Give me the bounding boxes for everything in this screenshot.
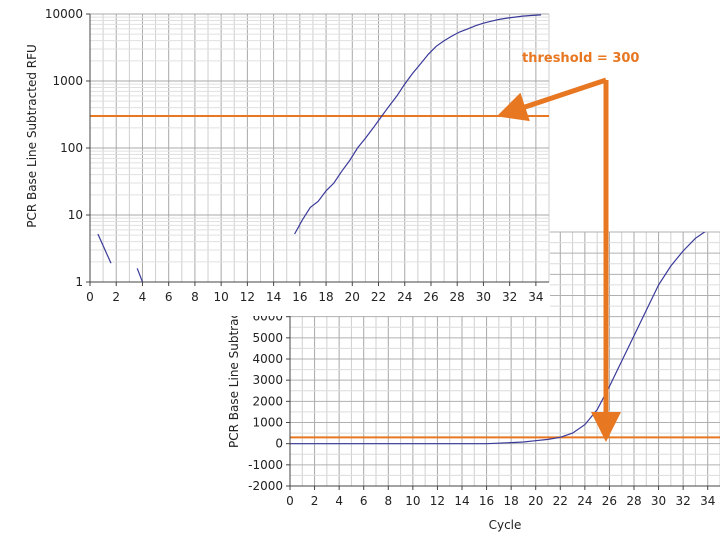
top-series-line <box>136 268 144 283</box>
bot-x-tick-label: 2 <box>311 494 319 508</box>
bot-y-tick-label: 5000 <box>252 331 283 345</box>
bot-x-tick-label: 16 <box>479 494 494 508</box>
bot-x-tick-label: 22 <box>553 494 568 508</box>
bot-y-tick-label: -1000 <box>248 458 283 472</box>
bot-x-tick-label: 6 <box>360 494 368 508</box>
top-x-tick-label: 34 <box>528 290 543 304</box>
threshold-annotation: threshold = 300 <box>496 51 639 442</box>
bot-y-tick-label: 1000 <box>252 416 283 430</box>
top-x-tick-label: 20 <box>345 290 360 304</box>
bot-y-tick-label: 2000 <box>252 394 283 408</box>
bot-x-tick-label: 4 <box>335 494 343 508</box>
top-x-tick-label: 2 <box>112 290 120 304</box>
bot-series-line <box>290 232 706 445</box>
bot-x-tick-label: 34 <box>700 494 715 508</box>
bot-x-tick-label: 12 <box>430 494 445 508</box>
top-y-tick-label: 10000 <box>45 7 83 21</box>
bot-x-tick-label: 32 <box>676 494 691 508</box>
top-x-tick-label: 18 <box>318 290 333 304</box>
bot-x-tick-label: 24 <box>577 494 592 508</box>
bot-x-tick-label: 30 <box>651 494 666 508</box>
bot-y-tick-label: 0 <box>275 437 283 451</box>
top-series-line <box>97 233 112 264</box>
top-x-tick-label: 30 <box>476 290 491 304</box>
top-x-tick-label: 6 <box>165 290 173 304</box>
top-x-tick-label: 4 <box>139 290 147 304</box>
top-x-tick-label: 12 <box>240 290 255 304</box>
top-y-tick-label: 100 <box>60 141 83 155</box>
bot-x-tick-label: 14 <box>454 494 469 508</box>
bot-x-tick-label: 8 <box>384 494 392 508</box>
top-x-tick-label: 16 <box>292 290 307 304</box>
top-y-tick-label: 1 <box>75 275 83 289</box>
top-series-line <box>294 14 542 235</box>
top-y-tick-label: 1000 <box>52 74 83 88</box>
bot-x-tick-label: 10 <box>405 494 420 508</box>
threshold-annotation-label: threshold = 300 <box>522 51 639 66</box>
log-plot-area <box>90 14 549 284</box>
arrow-to-log-threshold <box>496 77 607 122</box>
linear-x-axis-label: Cycle <box>489 518 522 532</box>
top-x-tick-label: 26 <box>423 290 438 304</box>
bot-y-tick-label: 3000 <box>252 373 283 387</box>
bot-x-tick-label: 26 <box>602 494 617 508</box>
top-x-tick-label: 24 <box>397 290 412 304</box>
top-x-tick-label: 32 <box>502 290 517 304</box>
log-scale-chart: 0 2 4 6 8 10 12 14 16 18 20 22 24 26 28 30 32 34110100100… <box>0 0 550 316</box>
top-x-tick-label: 22 <box>371 290 386 304</box>
log-y-axis-label: PCR Base Line Subtracted RFU <box>25 44 39 228</box>
top-y-tick-label: 10 <box>68 208 83 222</box>
top-x-tick-label: 28 <box>450 290 465 304</box>
bot-y-tick-label: -2000 <box>248 479 283 493</box>
bot-x-tick-label: 18 <box>504 494 519 508</box>
top-x-tick-label: 8 <box>191 290 199 304</box>
top-x-tick-label: 10 <box>214 290 229 304</box>
top-x-tick-label: 0 <box>86 290 94 304</box>
bot-y-tick-label: 4000 <box>252 352 283 366</box>
bot-x-tick-label: 28 <box>626 494 641 508</box>
bot-x-tick-label: 0 <box>286 494 294 508</box>
bot-x-tick-label: 20 <box>528 494 543 508</box>
top-x-tick-label: 14 <box>266 290 281 304</box>
